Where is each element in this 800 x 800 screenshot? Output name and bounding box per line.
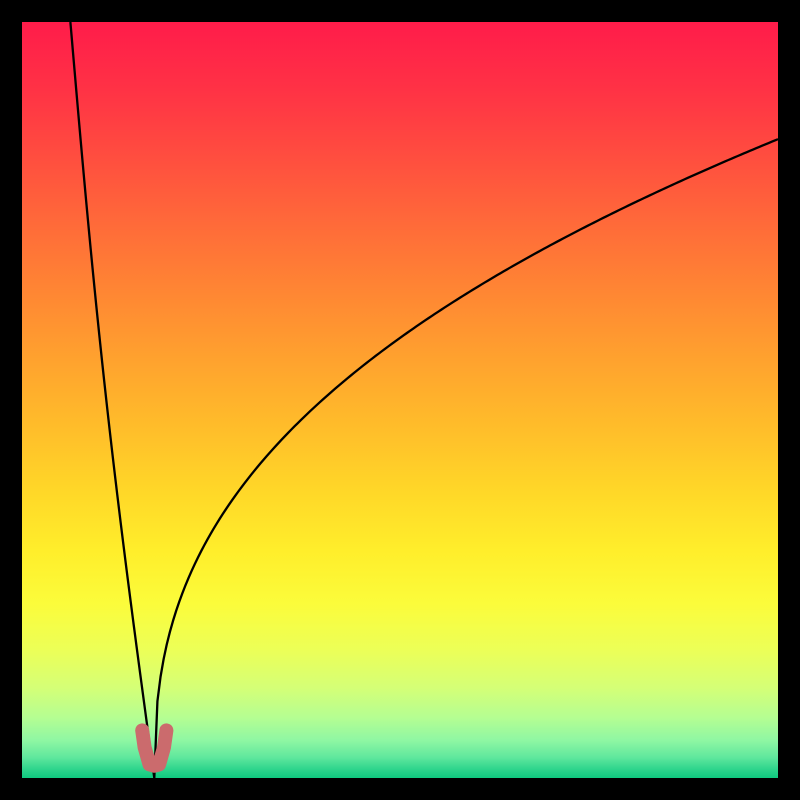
bottleneck-chart bbox=[22, 22, 778, 778]
frame-border-top bbox=[0, 0, 800, 22]
frame-border-right bbox=[778, 0, 800, 800]
gradient-background bbox=[22, 22, 778, 778]
frame-border-bottom bbox=[0, 778, 800, 800]
frame-border-left bbox=[0, 0, 22, 800]
